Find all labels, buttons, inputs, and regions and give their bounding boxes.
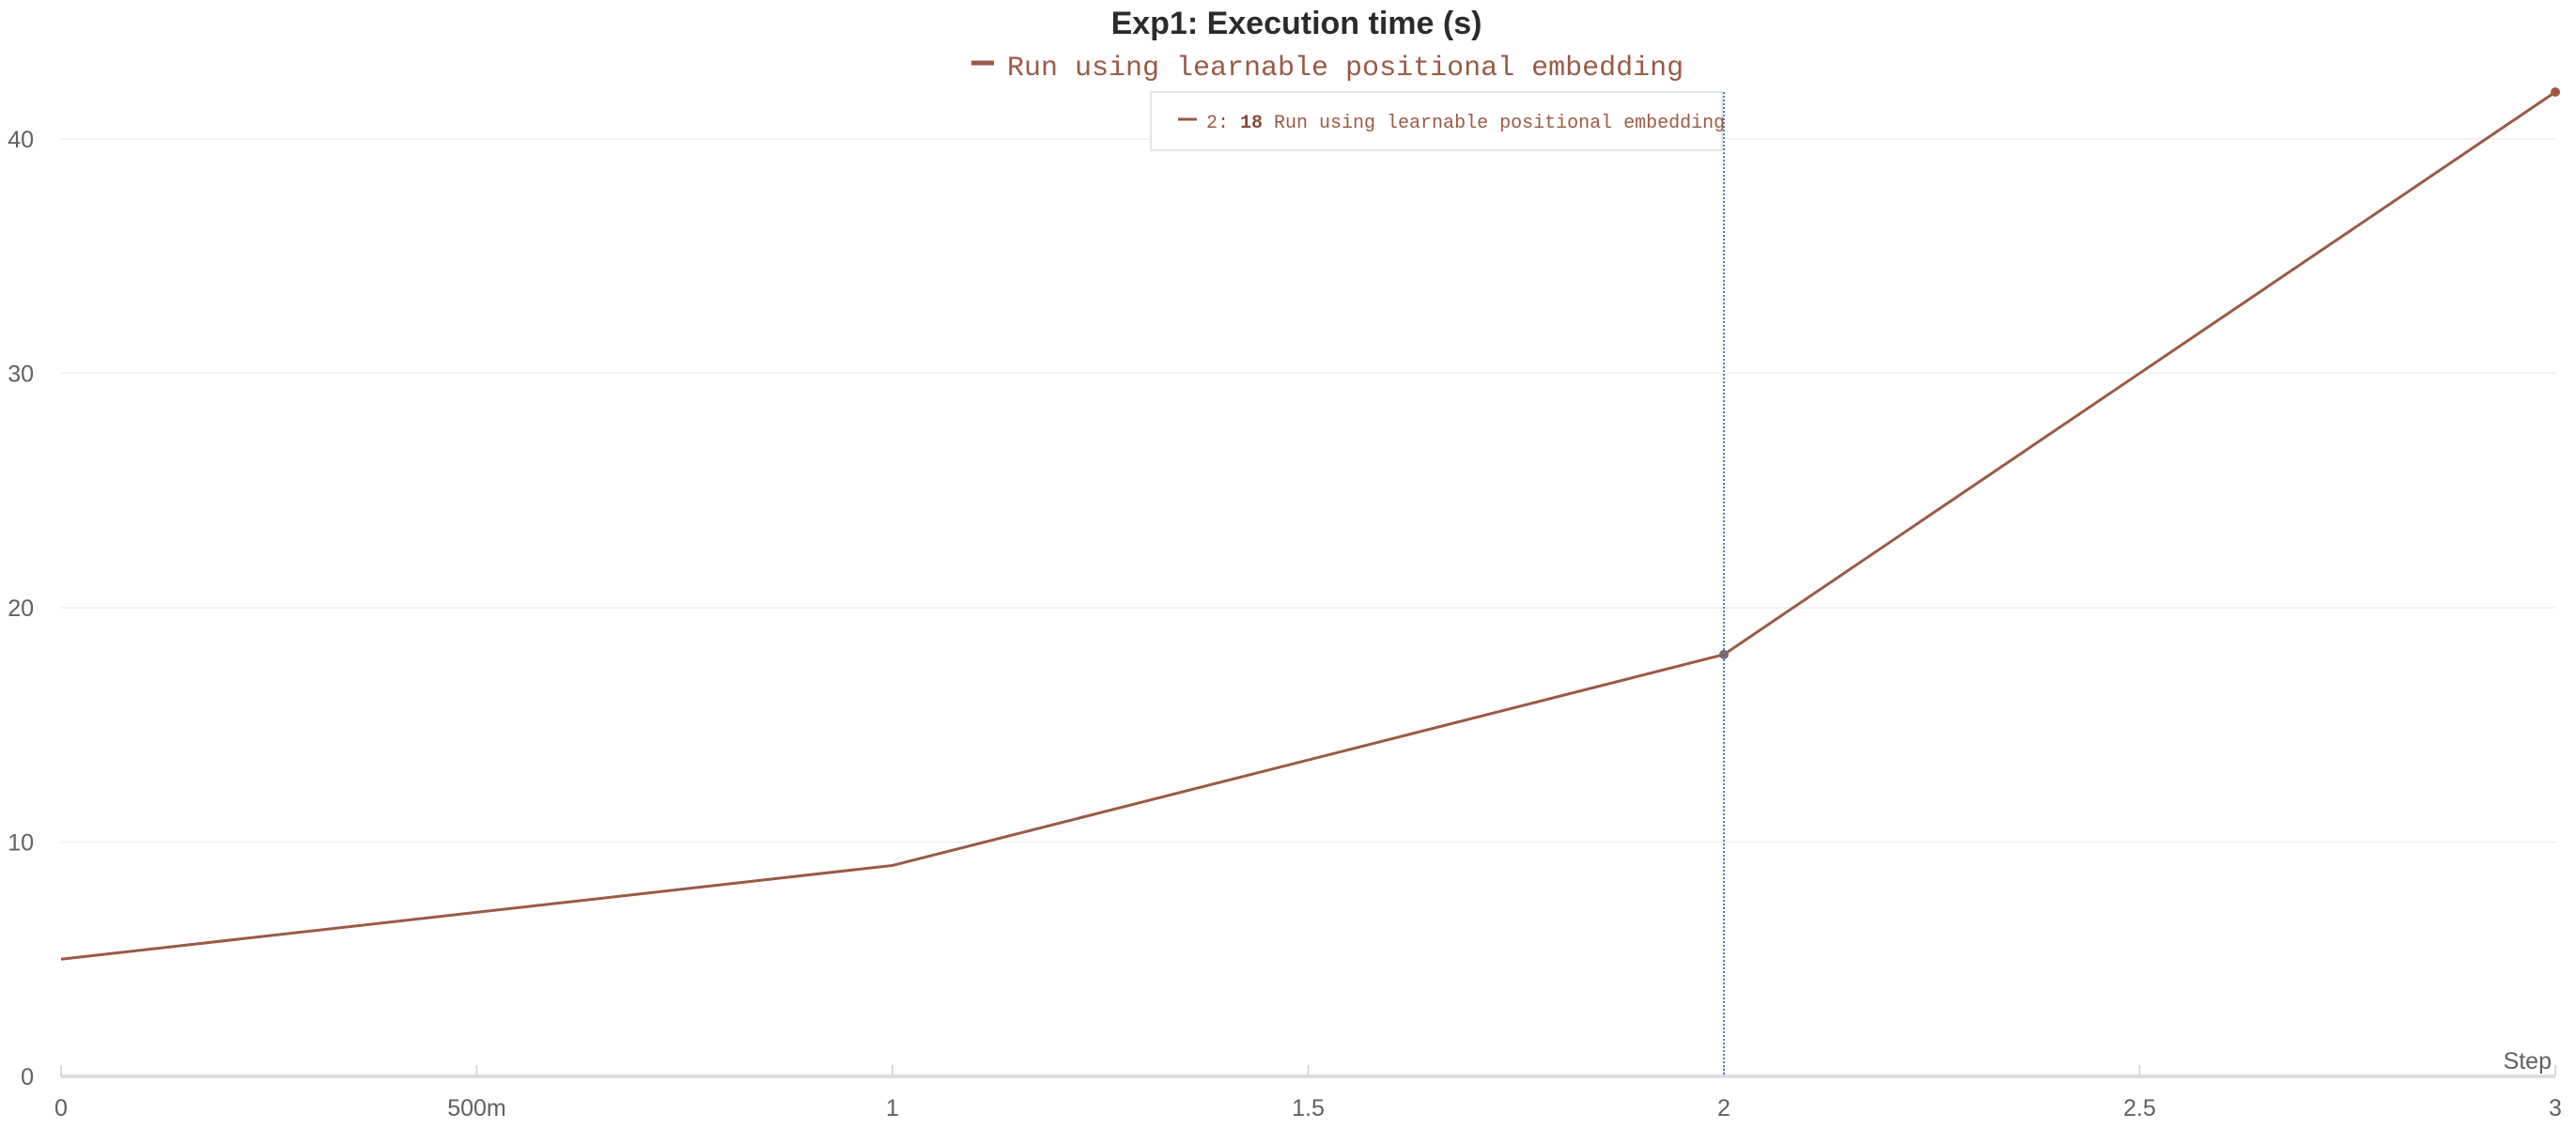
axes: 0 10 20 30 40 0 500m 1 1.5 2 2.5 3 (8, 127, 2562, 1121)
data-point (1719, 649, 1729, 659)
x-tick-label: 2.5 (2123, 1095, 2156, 1121)
y-tick-label: 0 (21, 1064, 34, 1090)
y-tick-label: 10 (8, 829, 34, 856)
tooltip-row: 2: 18 Run using learnable positional emb… (1206, 113, 1725, 134)
tooltip-step: 2: (1206, 113, 1240, 134)
data-point (2551, 87, 2560, 97)
x-tick-label: 0 (54, 1095, 68, 1121)
chart-title: Exp1: Execution time (s) (1111, 6, 1482, 41)
tooltip: 2: 18 Run using learnable positional emb… (1150, 91, 1725, 151)
y-tick-label: 20 (8, 595, 34, 622)
x-tick-label: 500m (447, 1095, 506, 1121)
legend-label: Run using learnable positional embedding (1007, 53, 1684, 85)
x-axis-title: Step (2504, 1048, 2552, 1074)
x-tick-label: 2 (1717, 1095, 1730, 1121)
x-tick-label: 1 (886, 1095, 899, 1121)
tooltip-series-label: Run using learnable positional embedding (1274, 113, 1725, 134)
x-tick-label: 1.5 (1292, 1095, 1325, 1121)
x-tick-label: 3 (2549, 1095, 2562, 1121)
series-line (60, 90, 2556, 961)
grid (61, 138, 2555, 843)
y-tick-label: 30 (8, 361, 34, 387)
series-layer (60, 87, 2560, 961)
legend: Run using learnable positional embedding (971, 53, 1684, 85)
tooltip-box (1150, 91, 1723, 151)
tooltip-value: 18 (1240, 113, 1274, 134)
y-tick-label: 40 (8, 127, 34, 153)
